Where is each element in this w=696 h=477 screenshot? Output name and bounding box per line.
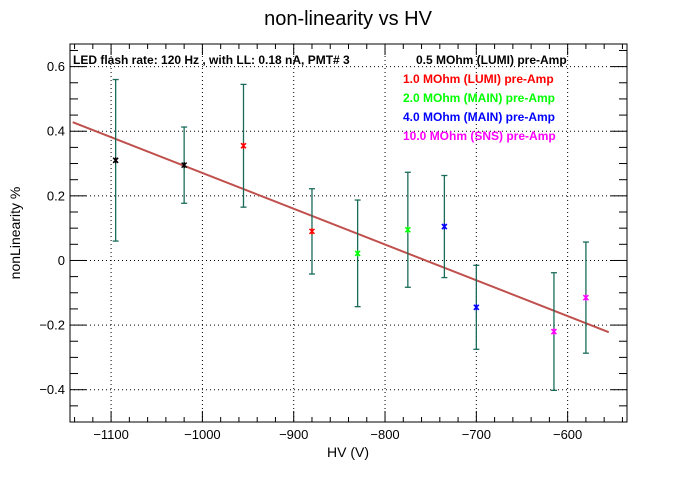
y-tick-label: 0 (58, 253, 65, 268)
points-layer (112, 78, 589, 391)
x-tick-label: −800 (370, 427, 399, 442)
chart-title: non-linearity vs HV (264, 8, 433, 30)
x-tick-label: −900 (279, 427, 308, 442)
data-point (354, 250, 361, 257)
x-axis-label: HV (V) (327, 444, 369, 460)
x-tick-label: −600 (553, 427, 582, 442)
chart-annotation: LED flash rate: 120 Hz , with LL: 0.18 n… (73, 53, 350, 67)
grid-layer (70, 44, 627, 422)
y-tick-label: −0.4 (39, 382, 65, 397)
legend-entry: 10.0 MOhm (SNS) pre-Amp (403, 129, 556, 143)
data-point (582, 294, 589, 301)
data-point (308, 228, 316, 235)
y-tick-label: 0.6 (47, 59, 65, 74)
data-point (404, 226, 411, 233)
data-point (240, 142, 247, 149)
x-tick-label: −1000 (184, 427, 221, 442)
legend-entry: 0.5 MOhm (LUMI) pre-Amp (416, 53, 567, 67)
y-tick-label: 0.2 (47, 188, 65, 203)
data-point (112, 157, 119, 164)
legend-entry: 1.0 MOhm (LUMI) pre-Amp (403, 72, 554, 86)
x-tick-label: −700 (462, 427, 491, 442)
y-tick-label: −0.2 (39, 318, 65, 333)
x-tick-label: −1100 (93, 427, 129, 442)
legend-entry: 2.0 MOhm (MAIN) pre-Amp (403, 91, 555, 105)
data-point (441, 223, 448, 230)
fit-line (72, 121, 610, 334)
data-point (181, 162, 188, 169)
data-point (473, 304, 480, 311)
ticks-layer: −1100 −1000 −900 −800 −700 −600 −0.4 −0.2 0 0.2 0.… (39, 44, 627, 442)
data-point (550, 328, 557, 335)
legend: 0.5 MOhm (LUMI) pre-Amp 1.0 MOhm (LUMI) p… (403, 53, 567, 143)
legend-entry: 4.0 MOhm (MAIN) pre-Amp (403, 110, 555, 124)
y-tick-label: 0.4 (47, 124, 65, 139)
fit-layer (72, 121, 610, 334)
y-axis-label: nonLinearity % (7, 187, 23, 280)
